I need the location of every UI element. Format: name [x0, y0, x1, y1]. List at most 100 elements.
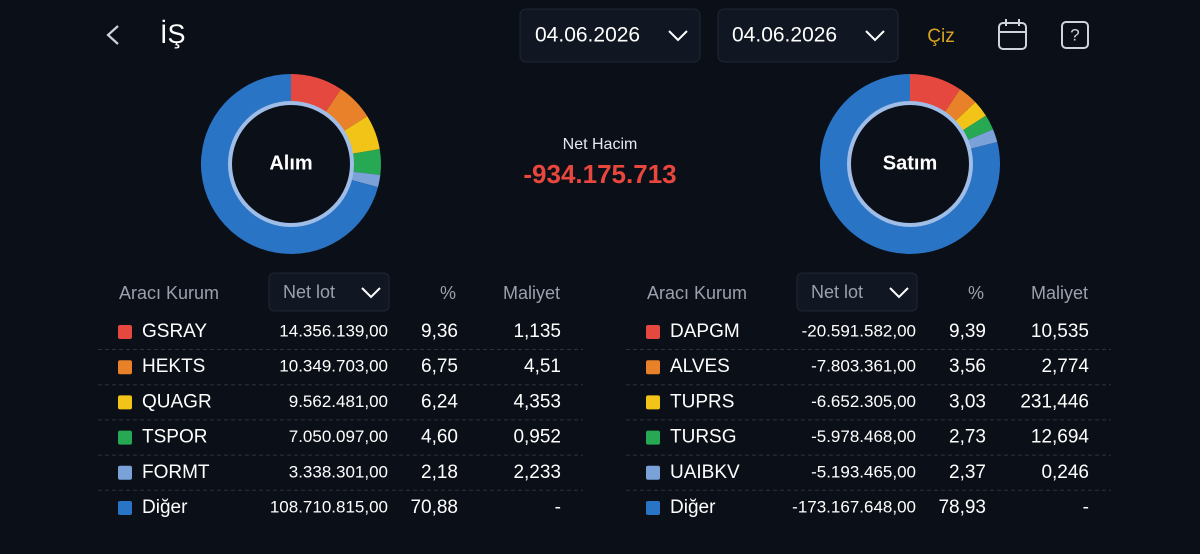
broker-name: QUAGR: [142, 391, 212, 412]
cost: 2,774: [1041, 356, 1089, 377]
donut-segment: [967, 129, 998, 149]
net-lot: 14.356.139,00: [279, 321, 388, 340]
legend-swatch: [118, 465, 132, 480]
broker-name: GSRAY: [142, 321, 207, 342]
legend-swatch: [646, 501, 660, 515]
net-lot: -5.193.465,00: [811, 462, 916, 481]
broker-name: ALVES: [670, 356, 730, 377]
broker-name: TUPRS: [670, 391, 734, 412]
percent: 70,88: [410, 497, 458, 518]
donut-segment: [820, 74, 1001, 255]
broker-name: UAIBKV: [670, 462, 740, 483]
percent: 9,36: [421, 321, 458, 342]
net-volume-label: Net Hacim: [563, 136, 638, 153]
cost: 2,233: [513, 462, 561, 483]
legend-swatch: [118, 430, 132, 445]
donut-segment: [955, 102, 986, 131]
donut-label: Satım: [883, 152, 937, 174]
title: İŞ: [160, 18, 186, 49]
net-lot: 10.349.703,00: [279, 357, 388, 376]
chevron: [889, 287, 909, 299]
cost: -: [1083, 497, 1089, 518]
calendar-icon[interactable]: [998, 19, 1027, 50]
column-header: Aracı Kurum: [647, 283, 747, 303]
back-button[interactable]: [106, 25, 119, 45]
donut-segment: [350, 171, 381, 188]
chevron: [668, 30, 688, 42]
percent: 78,93: [938, 497, 986, 518]
net-volume-value: -934.175.713: [523, 159, 676, 189]
cost: 10,535: [1031, 321, 1089, 342]
cost: 0,952: [513, 427, 561, 448]
percent: 3,56: [949, 356, 986, 377]
sort-dropdown[interactable]: [268, 272, 390, 312]
cost: 4,353: [513, 391, 561, 412]
net-lot: -173.167.648,00: [792, 497, 916, 516]
column-header: Maliyet: [1031, 283, 1088, 303]
legend-swatch: [646, 360, 660, 375]
svg-text:?: ?: [1070, 25, 1079, 44]
date-to-box[interactable]: [717, 8, 899, 63]
legend-swatch: [646, 465, 660, 480]
broker-name: Diğer: [142, 497, 188, 518]
donut-segment: [944, 89, 976, 122]
legend-swatch: [118, 360, 132, 375]
legend-swatch: [118, 501, 132, 515]
legend-swatch: [118, 325, 132, 339]
legend-swatch: [646, 325, 660, 339]
chevron: [865, 30, 885, 42]
percent: 9,39: [949, 321, 986, 342]
cost: -: [555, 497, 561, 518]
net-lot: -6.652.305,00: [811, 392, 916, 411]
cost: 231,446: [1020, 391, 1089, 412]
net-lot: -5.978.468,00: [811, 427, 916, 446]
net-lot: 108.710.815,00: [270, 497, 388, 516]
sort-dropdown[interactable]: [796, 272, 918, 312]
cost: 0,246: [1041, 462, 1089, 483]
percent: 3,03: [949, 391, 986, 412]
chevron: [361, 287, 381, 299]
cost: 1,135: [513, 321, 561, 342]
percent: 6,24: [421, 391, 458, 412]
donut-inner-ring: [847, 101, 973, 227]
donut-inner-ring: [228, 101, 354, 227]
column-header: Net lot: [811, 282, 863, 302]
column-header: %: [440, 283, 456, 303]
broker-name: Diğer: [670, 497, 716, 518]
donut-label: Alım: [269, 152, 312, 174]
cost: 12,694: [1031, 427, 1090, 448]
column-header: Net lot: [283, 282, 335, 302]
broker-name: FORMT: [142, 462, 210, 483]
help-icon[interactable]: ?: [1061, 21, 1089, 49]
net-lot: 9.562.481,00: [289, 392, 388, 411]
broker-name: TURSG: [670, 427, 737, 448]
net-lot: -7.803.361,00: [811, 357, 916, 376]
broker-name: TSPOR: [142, 427, 207, 448]
net-lot: 3.338.301,00: [289, 462, 388, 481]
date-from: 04.06.2026: [535, 24, 640, 47]
donut-segment: [962, 115, 994, 141]
column-header: Maliyet: [503, 283, 560, 303]
percent: 2,18: [421, 462, 458, 483]
percent: 2,73: [949, 427, 986, 448]
date-to: 04.06.2026: [732, 24, 837, 47]
broker-name: HEKTS: [142, 356, 205, 377]
broker-name: DAPGM: [670, 321, 740, 342]
donut-segment: [352, 149, 381, 175]
draw-button[interactable]: Çiz: [927, 26, 954, 47]
legend-swatch: [646, 395, 660, 410]
column-header: Aracı Kurum: [119, 283, 219, 303]
percent: 2,37: [949, 462, 986, 483]
legend-swatch: [118, 395, 132, 410]
percent: 4,60: [421, 427, 458, 448]
net-lot: 7.050.097,00: [289, 427, 388, 446]
percent: 6,75: [421, 356, 458, 377]
date-from-box[interactable]: [519, 8, 701, 63]
net-lot: -20.591.582,00: [802, 321, 916, 340]
legend-swatch: [646, 430, 660, 445]
column-header: %: [968, 283, 984, 303]
donut-segment: [343, 116, 380, 154]
cost: 4,51: [524, 356, 561, 377]
